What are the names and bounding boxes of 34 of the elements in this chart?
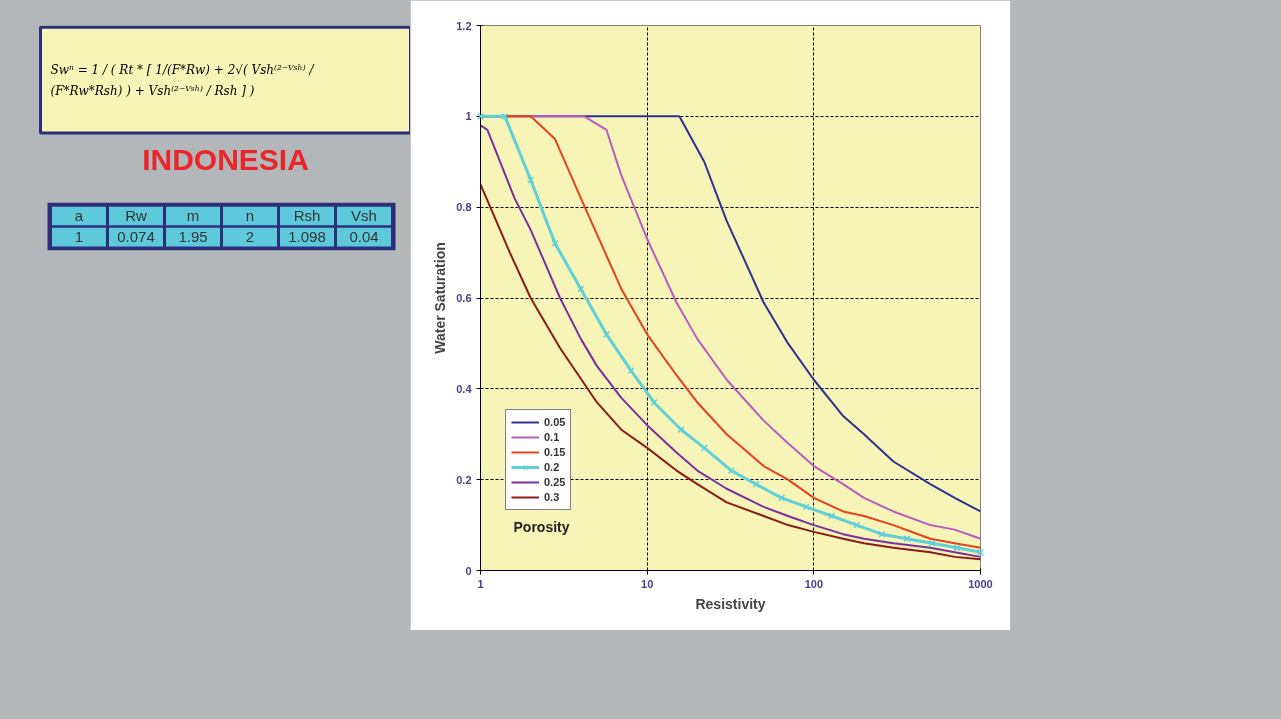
- legend-label: 0.3: [544, 490, 561, 504]
- y-tick-label: 0.8: [456, 201, 472, 214]
- text: 1: [74, 228, 84, 246]
- text: INDONESIA: [142, 143, 309, 177]
- legend-label: 0.15: [544, 445, 566, 459]
- x-tick-label: 1: [477, 577, 484, 590]
- text: n: [245, 207, 255, 225]
- y-tick-label: 0.2: [456, 473, 472, 486]
- legend-title: Porosity: [513, 518, 570, 535]
- text: a: [74, 207, 84, 225]
- text: 1.95: [178, 228, 208, 246]
- legend-label: 0.25: [544, 475, 566, 489]
- y-tick-label: 1.2: [456, 19, 472, 32]
- text: 0.074: [117, 228, 155, 246]
- text: m: [186, 207, 200, 225]
- text: Rsh: [293, 207, 321, 225]
- y-tick-label: 0.6: [456, 292, 472, 304]
- text: 1.098: [288, 228, 326, 246]
- legend-label: 0.2: [544, 460, 561, 474]
- x-tick-label: 1000: [968, 577, 993, 590]
- text: 0.04: [349, 228, 379, 246]
- x-tick-label: 100: [804, 577, 824, 590]
- y-tick-label: 1: [465, 110, 472, 123]
- x-axis-title: Resistivity: [695, 595, 766, 612]
- legend-label: 0.05: [544, 415, 566, 429]
- text: Vsh: [351, 207, 377, 225]
- legend-label: 0.1: [544, 430, 561, 444]
- y-tick-label: 0.4: [456, 382, 473, 395]
- x-tick-label: 10: [641, 577, 654, 590]
- y-tick-label: 0: [465, 564, 472, 577]
- text: 2: [245, 228, 255, 246]
- text: Swⁿ = 1 / ( Rt * [ 1/(F*Rw) + 2√( Vsh⁽²⁻ⱽˢʰ⁾ / (F*Rw*Rsh) ) + Vsh⁽²⁻ⱽˢʰ⁾ / Rsh ] ): [50, 62, 316, 98]
- text: Rw: [125, 207, 147, 225]
- y-axis-title: Water Saturation: [432, 242, 449, 354]
